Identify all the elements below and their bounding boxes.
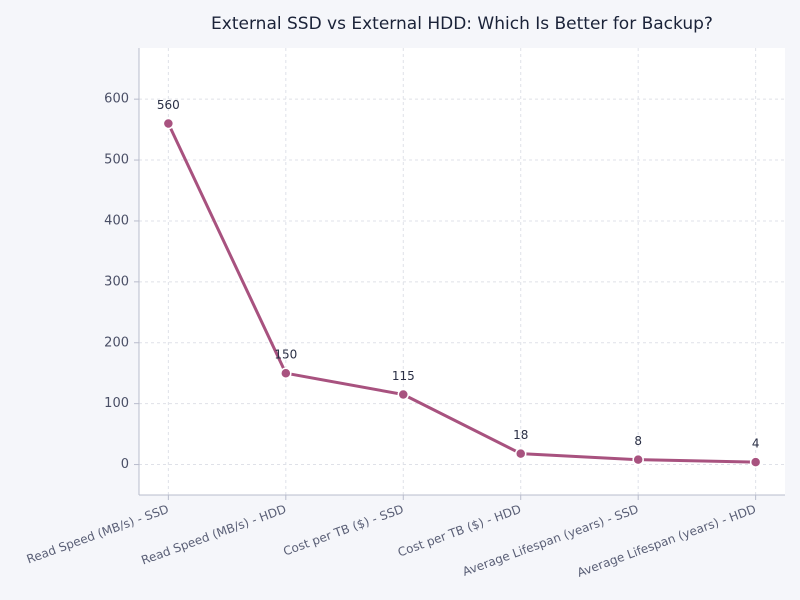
- data-label: 4: [752, 437, 760, 451]
- y-tick-label: 0: [121, 457, 129, 472]
- data-label: 560: [157, 98, 180, 112]
- y-tick-label: 200: [104, 335, 129, 350]
- y-tick-label: 500: [104, 153, 129, 168]
- point: [280, 367, 292, 379]
- point: [514, 447, 527, 460]
- data-label: 18: [513, 428, 528, 442]
- data-label: 8: [634, 434, 642, 448]
- y-tick-label: 100: [104, 396, 129, 411]
- chart-title: External SSD vs External HDD: Which Is B…: [211, 14, 713, 34]
- point: [632, 453, 644, 466]
- y-tick-label: 400: [104, 213, 129, 228]
- series: 560 150 115 18 8 4: [157, 98, 762, 468]
- y-tick-label: 600: [104, 92, 129, 107]
- plot-area: [139, 48, 785, 495]
- data-label: 150: [274, 348, 297, 362]
- y-tick-label: 300: [104, 274, 129, 289]
- point: [397, 388, 410, 401]
- point: [162, 117, 175, 130]
- line: [167, 122, 756, 464]
- data-label: 115: [392, 369, 415, 383]
- point: [749, 456, 762, 468]
